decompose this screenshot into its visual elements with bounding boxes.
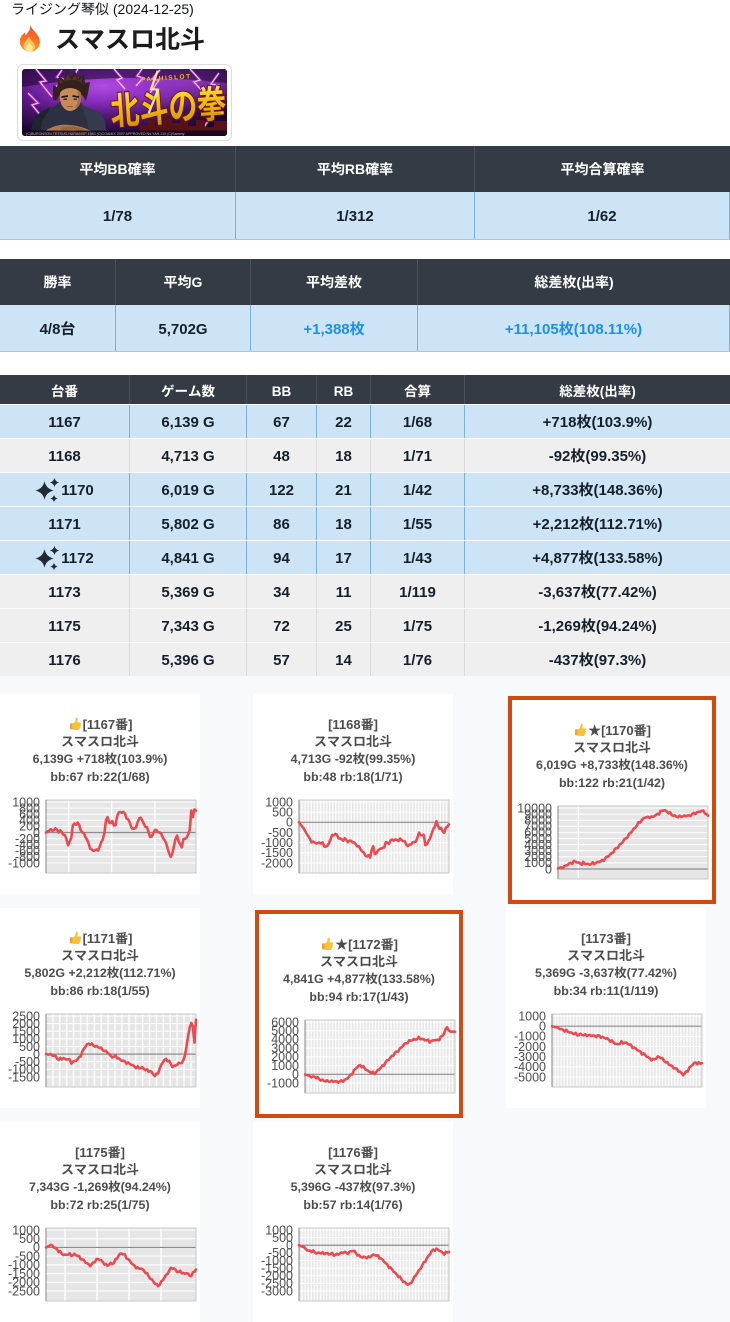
svg-text:600: 600 (19, 804, 40, 823)
svg-text:-500: -500 (15, 1245, 40, 1264)
svg-text:-1000: -1000 (514, 1026, 546, 1045)
svg-text:-800: -800 (15, 846, 40, 865)
svg-text:-1000: -1000 (8, 1254, 40, 1273)
svg-text:-2000: -2000 (514, 1036, 546, 1055)
svg-text:0: 0 (286, 1235, 293, 1254)
svg-text:1000: 1000 (12, 1028, 40, 1047)
svg-text:1000: 1000 (524, 852, 552, 871)
svg-text:-2500: -2500 (261, 1273, 293, 1292)
svg-text:-1000: -1000 (8, 1059, 40, 1078)
svg-text:9000: 9000 (524, 803, 552, 822)
svg-text:4000: 4000 (524, 834, 552, 853)
svg-text:-200: -200 (15, 828, 40, 847)
svg-text:-2000: -2000 (261, 852, 293, 871)
svg-text:800: 800 (19, 797, 40, 816)
svg-text:2000: 2000 (524, 846, 552, 865)
svg-text:-600: -600 (15, 840, 40, 859)
svg-text:0: 0 (33, 1043, 40, 1062)
svg-text:1000: 1000 (12, 1219, 40, 1238)
svg-text:-1500: -1500 (261, 842, 293, 861)
svg-text:-3000: -3000 (261, 1280, 293, 1299)
svg-text:-500: -500 (268, 1242, 293, 1261)
svg-text:1000: 1000 (265, 1219, 293, 1238)
svg-text:400: 400 (19, 810, 40, 829)
svg-text:500: 500 (19, 1036, 40, 1055)
svg-text:0: 0 (545, 858, 552, 877)
svg-text:(C)BURONSON,TETSUO HARA/NSP 19: (C)BURONSON,TETSUO HARA/NSP 1983 (C)COAM… (26, 132, 185, 136)
svg-text:-1000: -1000 (267, 1072, 299, 1091)
svg-text:0: 0 (33, 1237, 40, 1256)
svg-text:500: 500 (272, 801, 293, 820)
svg-text:0: 0 (539, 1015, 546, 1034)
svg-text:2500: 2500 (12, 1005, 40, 1024)
svg-text:北斗の拳: 北斗の拳 (108, 73, 227, 136)
svg-text:1000: 1000 (518, 1005, 546, 1024)
svg-text:-1500: -1500 (8, 1066, 40, 1085)
svg-text:-1500: -1500 (261, 1257, 293, 1276)
svg-text:-4000: -4000 (514, 1056, 546, 1075)
svg-text:-1000: -1000 (261, 832, 293, 851)
svg-text:PACHISLOT: PACHISLOT (141, 73, 192, 84)
svg-text:-2500: -2500 (8, 1280, 40, 1299)
svg-text:-2000: -2000 (8, 1272, 40, 1291)
svg-text:7000: 7000 (524, 816, 552, 835)
svg-text:5000: 5000 (271, 1020, 299, 1039)
svg-text:2000: 2000 (12, 1013, 40, 1032)
svg-text:0: 0 (292, 1064, 299, 1083)
svg-text:8000: 8000 (524, 810, 552, 829)
svg-text:®: ® (221, 110, 224, 116)
svg-text:200: 200 (19, 816, 40, 835)
svg-text:-500: -500 (268, 822, 293, 841)
svg-text:-1000: -1000 (261, 1250, 293, 1269)
svg-text:-2000: -2000 (261, 1265, 293, 1284)
svg-text:4000: 4000 (271, 1029, 299, 1048)
svg-text:-400: -400 (15, 834, 40, 853)
svg-text:3000: 3000 (524, 840, 552, 859)
svg-text:-1000: -1000 (8, 852, 40, 871)
svg-text:500: 500 (19, 1228, 40, 1247)
svg-text:1500: 1500 (12, 1021, 40, 1040)
svg-text:-1500: -1500 (8, 1263, 40, 1282)
svg-text:2000: 2000 (271, 1046, 299, 1065)
svg-text:5000: 5000 (524, 828, 552, 847)
svg-text:6000: 6000 (524, 822, 552, 841)
svg-text:1000: 1000 (271, 1055, 299, 1074)
svg-text:0: 0 (286, 812, 293, 831)
svg-text:-5000: -5000 (514, 1066, 546, 1085)
svg-text:1000: 1000 (12, 791, 40, 810)
svg-text:6000: 6000 (271, 1011, 299, 1030)
svg-text:-3000: -3000 (514, 1046, 546, 1065)
svg-text:500: 500 (272, 1227, 293, 1246)
svg-text:-500: -500 (15, 1051, 40, 1070)
svg-text:10000: 10000 (517, 797, 552, 816)
svg-text:0: 0 (33, 822, 40, 841)
svg-text:1000: 1000 (265, 791, 293, 810)
svg-text:3000: 3000 (271, 1037, 299, 1056)
